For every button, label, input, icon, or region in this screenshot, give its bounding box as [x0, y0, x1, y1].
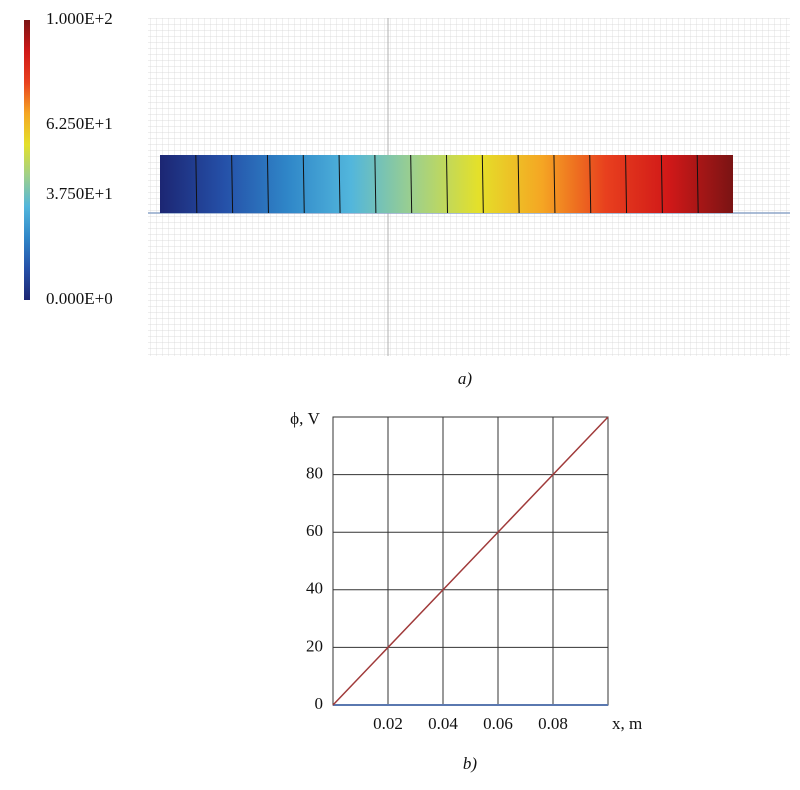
- x-tick-label: 0.04: [428, 714, 458, 733]
- contour-line: [446, 154, 448, 214]
- colorbar: [24, 20, 30, 300]
- contour-line: [231, 154, 234, 214]
- colorbar-tick-label: 6.250E+1: [46, 114, 113, 133]
- data-line: [332, 416, 609, 706]
- contour-line: [410, 154, 413, 214]
- x-axis-label: x, m: [612, 714, 642, 733]
- caption: b): [463, 754, 478, 773]
- contour-line: [517, 154, 520, 214]
- contour-line: [696, 154, 699, 214]
- y-axis-label: ϕ, V: [290, 409, 320, 428]
- caption: a): [458, 369, 473, 388]
- contour-line: [338, 154, 341, 214]
- contour-line: [195, 154, 198, 214]
- x-tick-label: 0.06: [483, 714, 513, 733]
- colorbar-tick-label: 0.000E+0: [46, 289, 113, 308]
- contour-line: [589, 154, 592, 214]
- contour-line: [266, 154, 269, 214]
- contour-line: [553, 154, 556, 214]
- contour-line: [302, 154, 305, 214]
- contour-line: [481, 154, 484, 214]
- contour-line: [374, 154, 377, 214]
- colorbar-tick-label: 1.000E+2: [46, 9, 113, 28]
- x-tick-label: 0.02: [373, 714, 403, 733]
- contour-line: [660, 154, 663, 214]
- y-tick-label: 80: [306, 464, 323, 483]
- y-tick-label: 60: [306, 521, 323, 540]
- colorbar-tick-label: 3.750E+1: [46, 184, 113, 203]
- y-tick-label: 40: [306, 579, 323, 598]
- y-tick-label: 0: [315, 694, 324, 713]
- x-tick-label: 0.08: [538, 714, 568, 733]
- contour-line: [625, 154, 628, 214]
- y-tick-label: 20: [306, 636, 323, 655]
